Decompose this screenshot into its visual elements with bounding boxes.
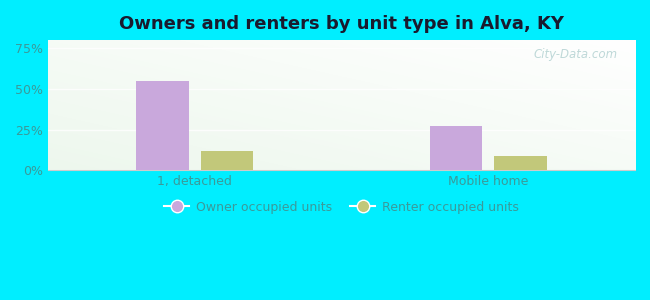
Title: Owners and renters by unit type in Alva, KY: Owners and renters by unit type in Alva,… — [119, 15, 564, 33]
Bar — [200, 151, 254, 170]
Text: City-Data.com: City-Data.com — [533, 48, 618, 61]
Bar — [494, 156, 547, 170]
Bar — [430, 126, 482, 170]
Bar — [136, 81, 188, 170]
Legend: Owner occupied units, Renter occupied units: Owner occupied units, Renter occupied un… — [159, 196, 523, 219]
